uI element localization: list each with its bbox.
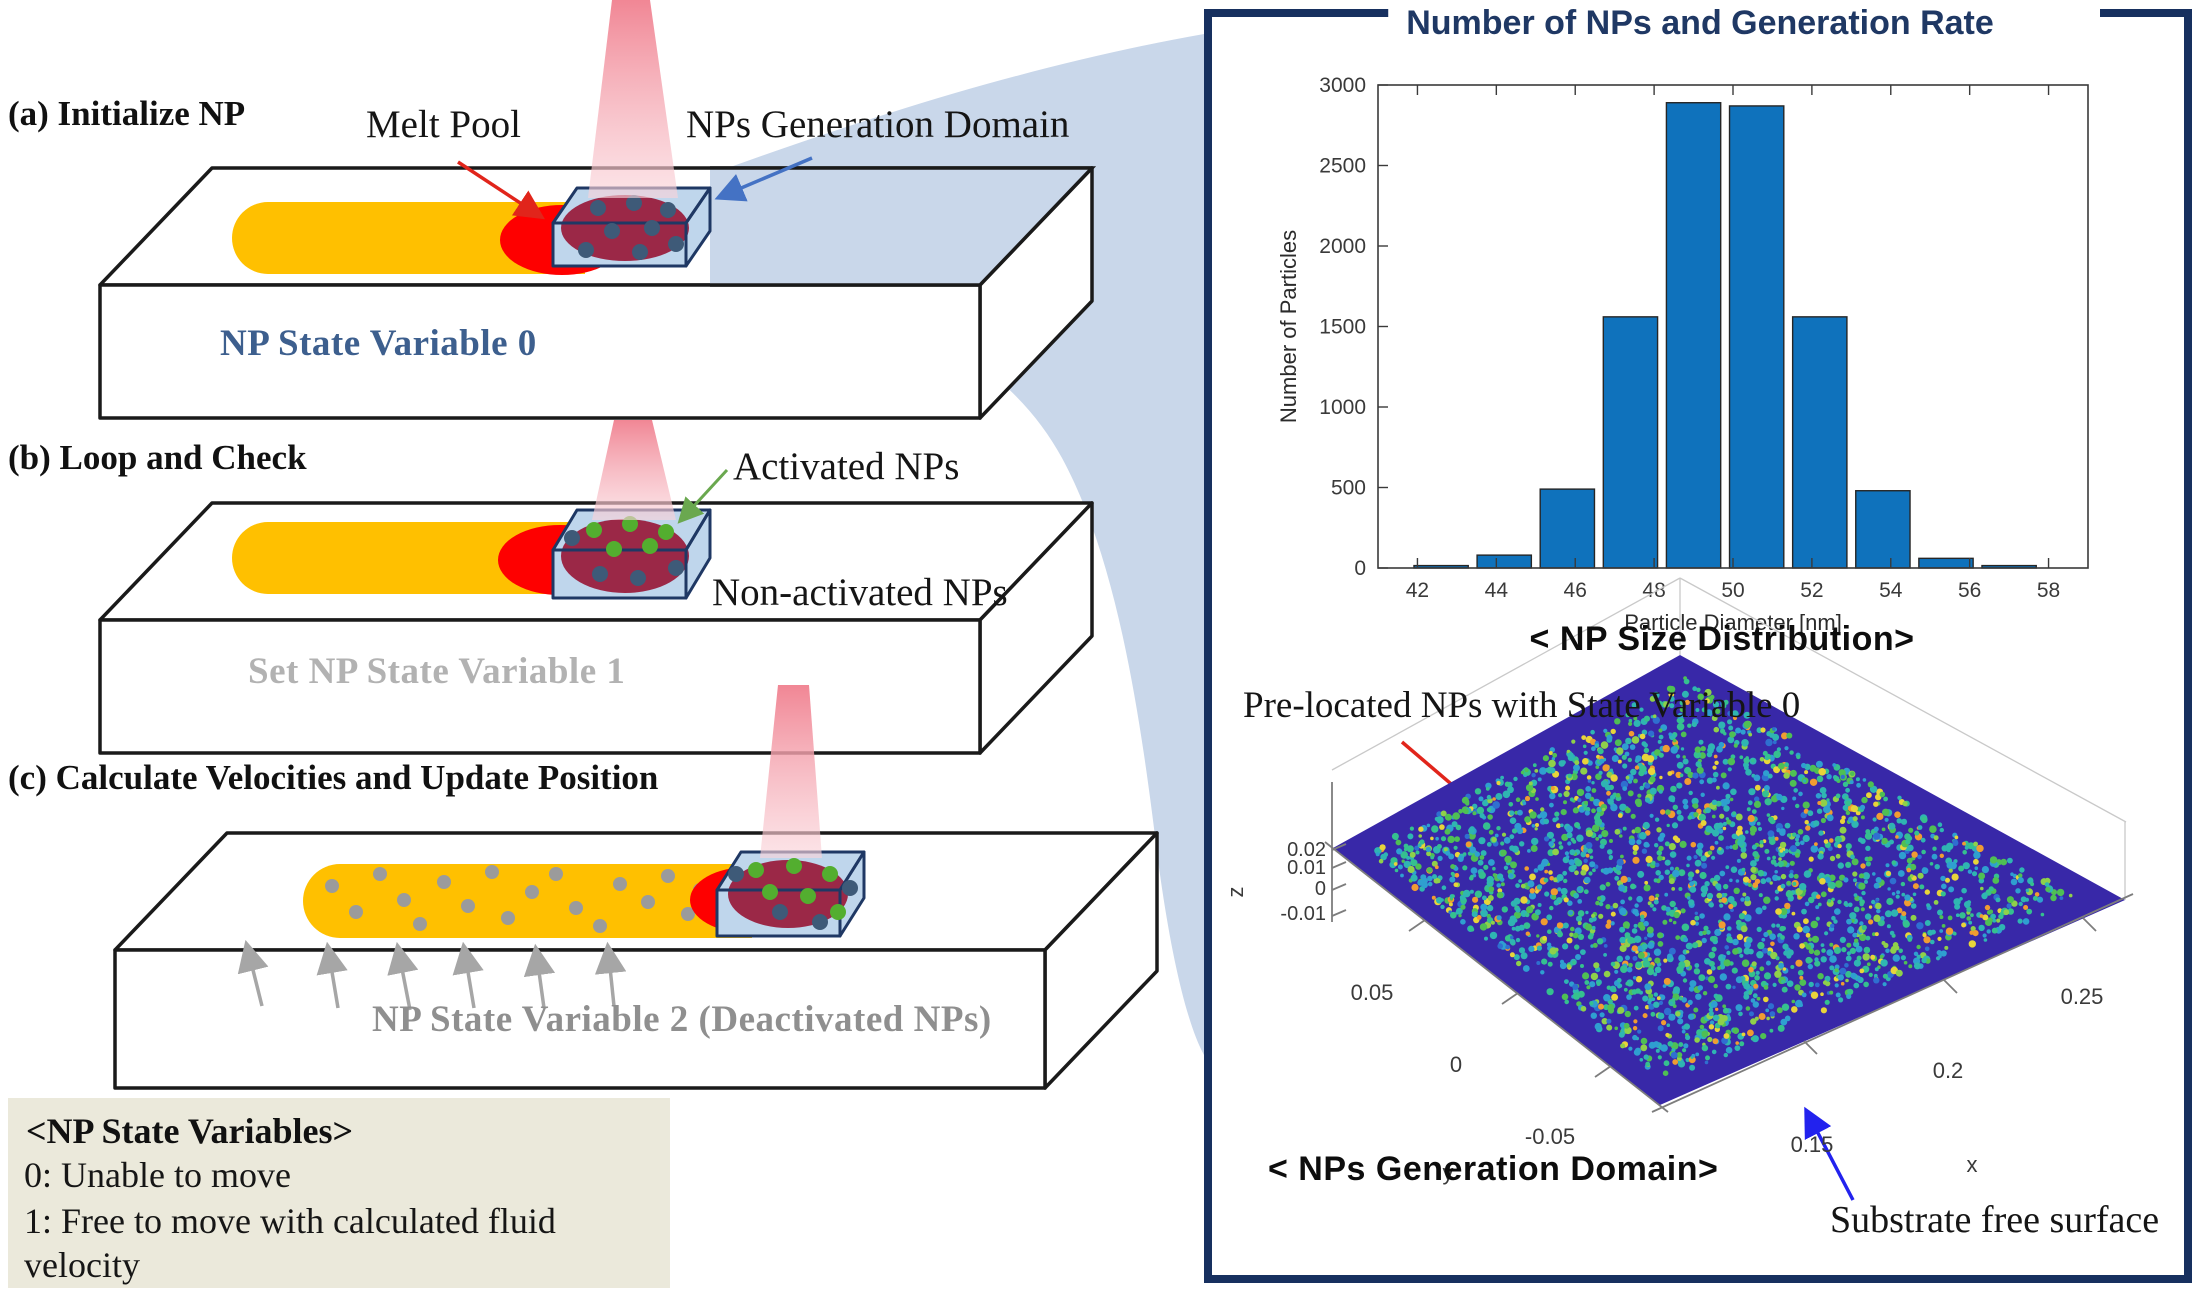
np-size-histogram: 42 44 46 48 50 52 54 56 58 0 500 1000 1500 2000 2500 30…	[1276, 74, 2089, 635]
hist-bar	[1855, 490, 1911, 569]
scatter-y-axis-label: y	[1443, 1160, 1454, 1185]
step-c-header: (c) Calculate Velocities and Update Posi…	[8, 758, 659, 797]
scatter-z-tick: 0	[1315, 878, 1326, 900]
scatter-z-tick: 0.01	[1287, 857, 1326, 879]
hist-bar	[1728, 105, 1785, 569]
hist-x-tick: 54	[1879, 579, 1903, 602]
hist-y-tick: 1000	[1319, 396, 1366, 419]
substrate-plane	[1333, 655, 2125, 1105]
hist-y-tick: 3000	[1319, 74, 1366, 97]
scatter-x-tick: 0.25	[2061, 984, 2104, 1009]
non-activated-nps-label: Non-activated NPs	[712, 571, 1008, 614]
substrate-surface-label: Substrate free surface	[1830, 1199, 2160, 1241]
hist-x-tick: 46	[1564, 579, 1587, 602]
hist-x-tick: 44	[1485, 579, 1509, 602]
np-generation-box-c	[715, 850, 866, 938]
slab-b-state-label: Set NP State Variable 1	[248, 651, 626, 692]
melt-pool-arrow	[457, 160, 545, 220]
activated-nps-label: Activated NPs	[733, 445, 960, 488]
hist-y-tick: 2000	[1319, 235, 1366, 258]
hist-bar	[1665, 102, 1722, 569]
hist-x-tick: 42	[1406, 579, 1429, 602]
melt-pool-label: Melt Pool	[366, 103, 521, 146]
legend-item-2: 2: Freeze	[24, 1290, 670, 1292]
scatter-z-axis-label: z	[1223, 887, 1248, 898]
slab-c-state-label: NP State Variable 2 (Deactivated NPs)	[372, 999, 992, 1040]
hist-bar	[1791, 316, 1848, 569]
legend-item-1: 1: Free to move with calculated fluid ve…	[24, 1200, 556, 1285]
scatter-x-axis-label: x	[1967, 1152, 1978, 1177]
slab-a-state-label: NP State Variable 0	[220, 323, 537, 364]
generation-domain-arrow	[714, 156, 813, 202]
hist-bar	[1602, 316, 1659, 569]
scatter-y-tick: 0.05	[1351, 980, 1394, 1005]
scatter-y-tick: -0.05	[1525, 1124, 1575, 1149]
zoom-funnel-throat	[710, 166, 1097, 287]
hist-bar	[1539, 488, 1596, 569]
legend-item-0: 0: Unable to move	[24, 1155, 291, 1195]
hist-y-label: Number of Particles	[1276, 230, 1301, 423]
deactivated-nps-arrows	[237, 939, 627, 1011]
scatter-caption: < NPs Generation Domain>	[1268, 1150, 1719, 1188]
scatter-z-tick: -0.01	[1280, 903, 1326, 925]
hist-y-tick: 1500	[1319, 316, 1366, 339]
laser-beam-b	[592, 420, 676, 520]
deactivated-np-dots	[325, 865, 707, 933]
panel-title: Number of NPs and Generation Rate	[1388, 4, 2012, 43]
hist-x-tick: 58	[2037, 579, 2060, 602]
hist-x-tick: 50	[1721, 579, 1744, 602]
substrate-surface-arrow	[1804, 1106, 1855, 1201]
hist-y-tick: 0	[1354, 557, 1366, 580]
melt-track-a	[232, 202, 585, 274]
scatter-x-tick: 0.2	[1933, 1058, 1964, 1083]
hist-bar	[1918, 557, 1974, 569]
laser-beam-a	[588, 0, 678, 198]
hist-x-tick: 48	[1642, 579, 1665, 602]
hist-x-tick: 56	[1958, 579, 1981, 602]
hist-x-tick: 52	[1800, 579, 1823, 602]
prelocated-nps-label: Pre-located NPs with State Variable 0	[1243, 685, 1801, 726]
hist-y-tick: 500	[1331, 477, 1366, 500]
np-state-variables-legend: <NP State Variables> 0: Unable to move 1…	[8, 1098, 670, 1292]
np-generation-box-b	[551, 508, 712, 600]
melt-track-b	[232, 522, 585, 594]
scatter-x-tick: 0.15	[1791, 1132, 1834, 1157]
hist-bar	[1476, 554, 1533, 569]
step-b-header: (b) Loop and Check	[8, 438, 307, 477]
np-points	[1374, 676, 2073, 1076]
substrate-slab-a	[98, 166, 1094, 420]
melt-track-c	[303, 864, 752, 938]
step-a-header: (a) Initialize NP	[8, 94, 246, 133]
laser-beam-c	[760, 685, 822, 858]
legend-title: <NP State Variables>	[26, 1111, 354, 1151]
generation-domain-3d-scatter: 0.050-0.05 0.150.20.250.020.010-0.01y xz	[1223, 577, 2134, 1185]
np-generation-box-a	[551, 186, 712, 268]
hist-x-label: Particle Diameter [nm]	[1624, 610, 1842, 635]
scatter-y-tick: 0	[1450, 1052, 1462, 1077]
activated-nps-arrow	[677, 468, 729, 524]
hist-y-tick: 2500	[1319, 155, 1366, 178]
histogram-caption: < NP Size Distribution>	[1529, 620, 1915, 658]
generation-domain-label: NPs Generation Domain	[686, 103, 1070, 146]
scatter-z-tick: 0.02	[1287, 839, 1326, 861]
